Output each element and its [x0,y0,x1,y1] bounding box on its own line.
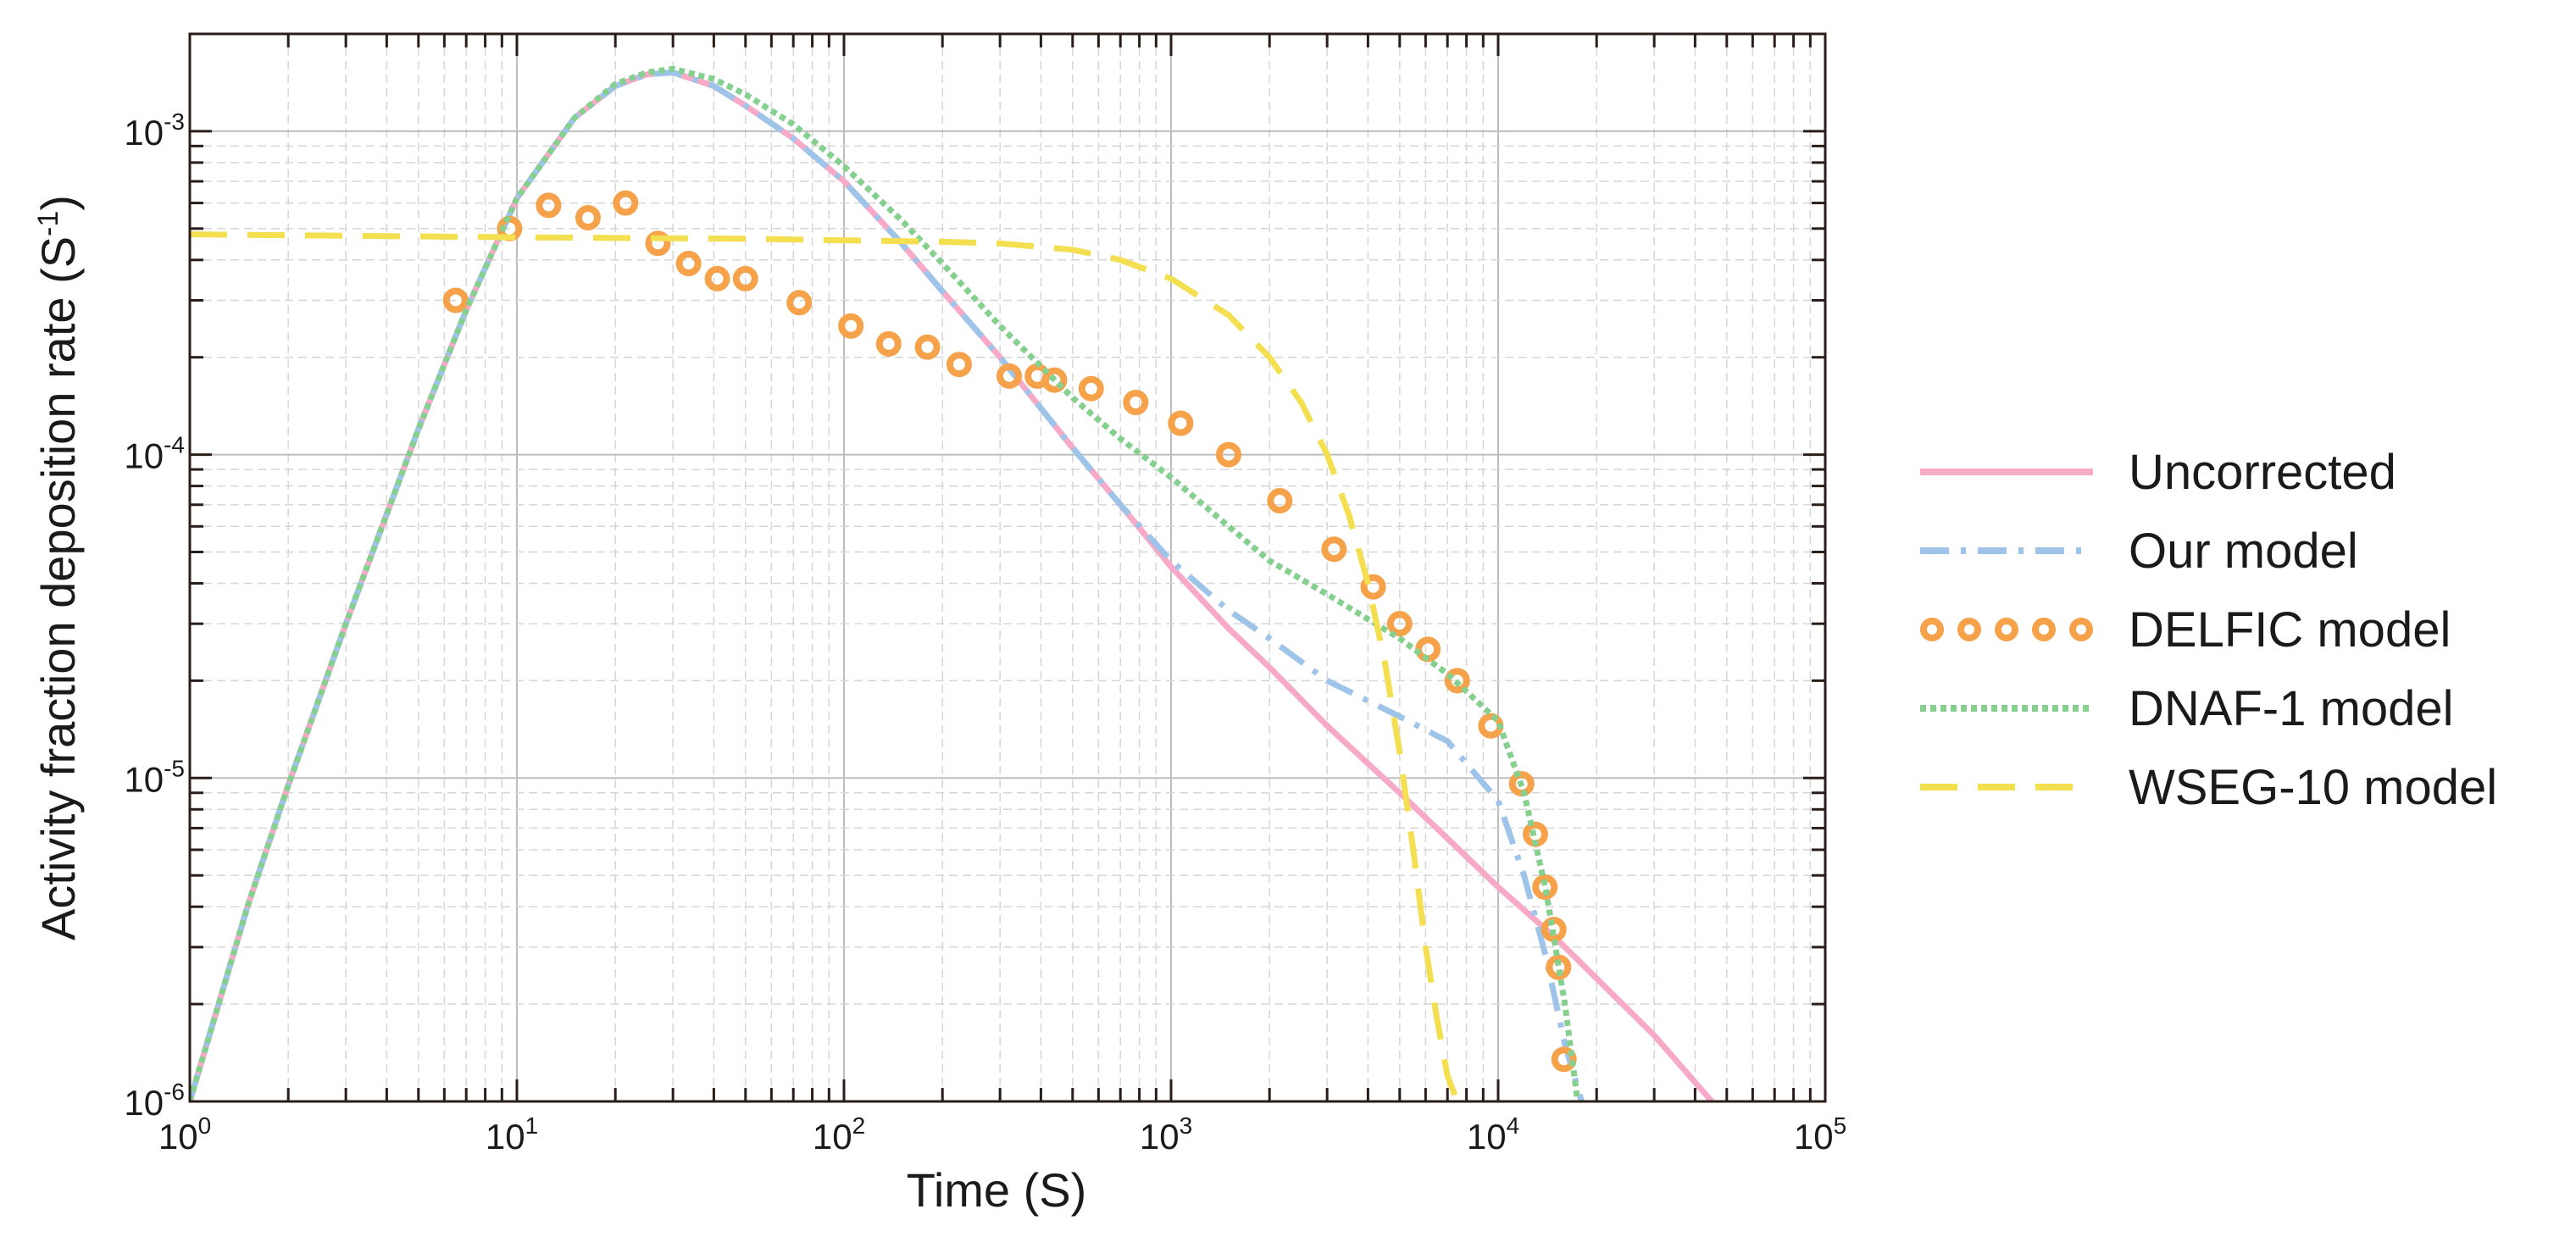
delfic-point [1267,488,1293,514]
y-tick-label-exp: -4 [164,432,185,458]
legend-marker [1957,618,1981,641]
legend-marker [1995,618,2018,641]
x-tick-label: 102 [813,1112,865,1156]
legend-label: WSEG-10 model [2129,760,2497,815]
delfic-point [1041,367,1068,393]
delfic-point [732,265,758,291]
legend: Uncorrected Our model DELFIC model DNAF-1 m… [1920,445,2497,815]
delfic-point [1078,375,1104,402]
x-tick-label: 104 [1467,1112,1519,1156]
delfic-point [1386,611,1413,637]
delfic-point [645,230,671,257]
x-tick-label-base: 10 [486,1117,525,1156]
x-tick-label: 100 [158,1112,211,1156]
y-tick-label: 10-4 [124,432,185,476]
legend-item-delfic-model: DELFIC model [1920,602,2451,657]
legend-item-dnaf-1-model: DNAF-1 model [1920,681,2454,736]
y-tick-label-base: 10 [124,1083,164,1123]
x-tick-labels: 100 101 102 103 104 105 [158,1112,1846,1156]
delfic-point [1168,410,1194,436]
delfic-point [613,190,639,216]
ticks [188,32,1825,1103]
delfic-point [996,363,1022,389]
legend-label: DELFIC model [2129,602,2451,657]
legend-marker [2032,618,2056,641]
delfic-point [1360,574,1386,600]
delfic-point [914,334,941,360]
x-tick-label: 101 [486,1112,538,1156]
delfic-point [875,330,902,357]
delfic-point [1321,536,1347,563]
x-tick-label-base: 10 [813,1117,852,1156]
delfic-point [1123,390,1149,416]
y-tick-label-base: 10 [124,436,164,476]
x-tick-label-base: 10 [1467,1117,1507,1156]
delfic-point [1551,1046,1577,1073]
y-tick-label: 10-5 [124,755,185,799]
x-tick-label-exp: 3 [1180,1112,1193,1139]
delfic-point [786,290,813,316]
delfic-point [1215,441,1241,468]
x-tick-label: 105 [1794,1112,1846,1156]
delfic-point [946,352,972,378]
legend-item-our-model: Our model [1920,524,2358,579]
y-tick-label-exp: -3 [164,108,185,135]
x-tick-label-base: 10 [158,1117,198,1156]
legend-label: Our model [2129,524,2358,579]
plot-frame [188,32,1827,1103]
legend-marker [2069,618,2093,641]
y-tick-labels: 10-610-510-410-3 [124,108,185,1123]
x-axis-label: Time (S) [907,1163,1087,1217]
series-wseg-10-model-line [190,231,1461,1101]
delfic-point [1546,954,1572,980]
delfic-point [575,205,601,231]
y-axis-label-main: Activity fraction deposition rate (S [31,236,85,940]
y-tick-label: 10-3 [124,108,185,153]
legend-marker [1920,618,1944,641]
y-tick-label-base: 10 [124,113,164,153]
y-axis-label: Activity fraction deposition rate (S-1) [31,195,85,940]
y-tick-label-exp: -5 [164,755,185,781]
series-layer [190,65,1714,1101]
legend-item-wseg-10-model: WSEG-10 model [1920,760,2497,815]
delfic-point [1444,668,1470,694]
delfic-point [442,287,469,313]
x-tick-label-base: 10 [1794,1117,1834,1156]
delfic-point [1532,874,1558,901]
y-tick-label-base: 10 [124,759,164,799]
series-delfic-model [442,190,1577,1073]
y-axis-label-sup: -1 [32,211,64,236]
x-tick-label-exp: 2 [852,1112,866,1139]
legend-label: DNAF-1 model [2129,681,2454,736]
series-dnaf-1-model-line [190,65,1581,1101]
legend-label: Uncorrected [2129,445,2396,500]
legend-item-uncorrected: Uncorrected [1920,445,2396,500]
y-axis-label-close: ) [31,195,85,211]
x-tick-label-exp: 4 [1507,1112,1520,1139]
delfic-point [675,250,702,276]
y-tick-label: 10-6 [124,1079,185,1123]
delfic-point [704,265,730,291]
x-tick-label-exp: 1 [525,1112,539,1139]
delfic-point [838,313,864,339]
x-tick-label-exp: 5 [1834,1112,1847,1139]
x-tick-label-base: 10 [1140,1117,1180,1156]
x-tick-label-exp: 0 [198,1112,212,1139]
x-tick-label: 103 [1140,1112,1192,1156]
delfic-point [536,192,562,219]
y-tick-label-exp: -6 [164,1079,185,1105]
